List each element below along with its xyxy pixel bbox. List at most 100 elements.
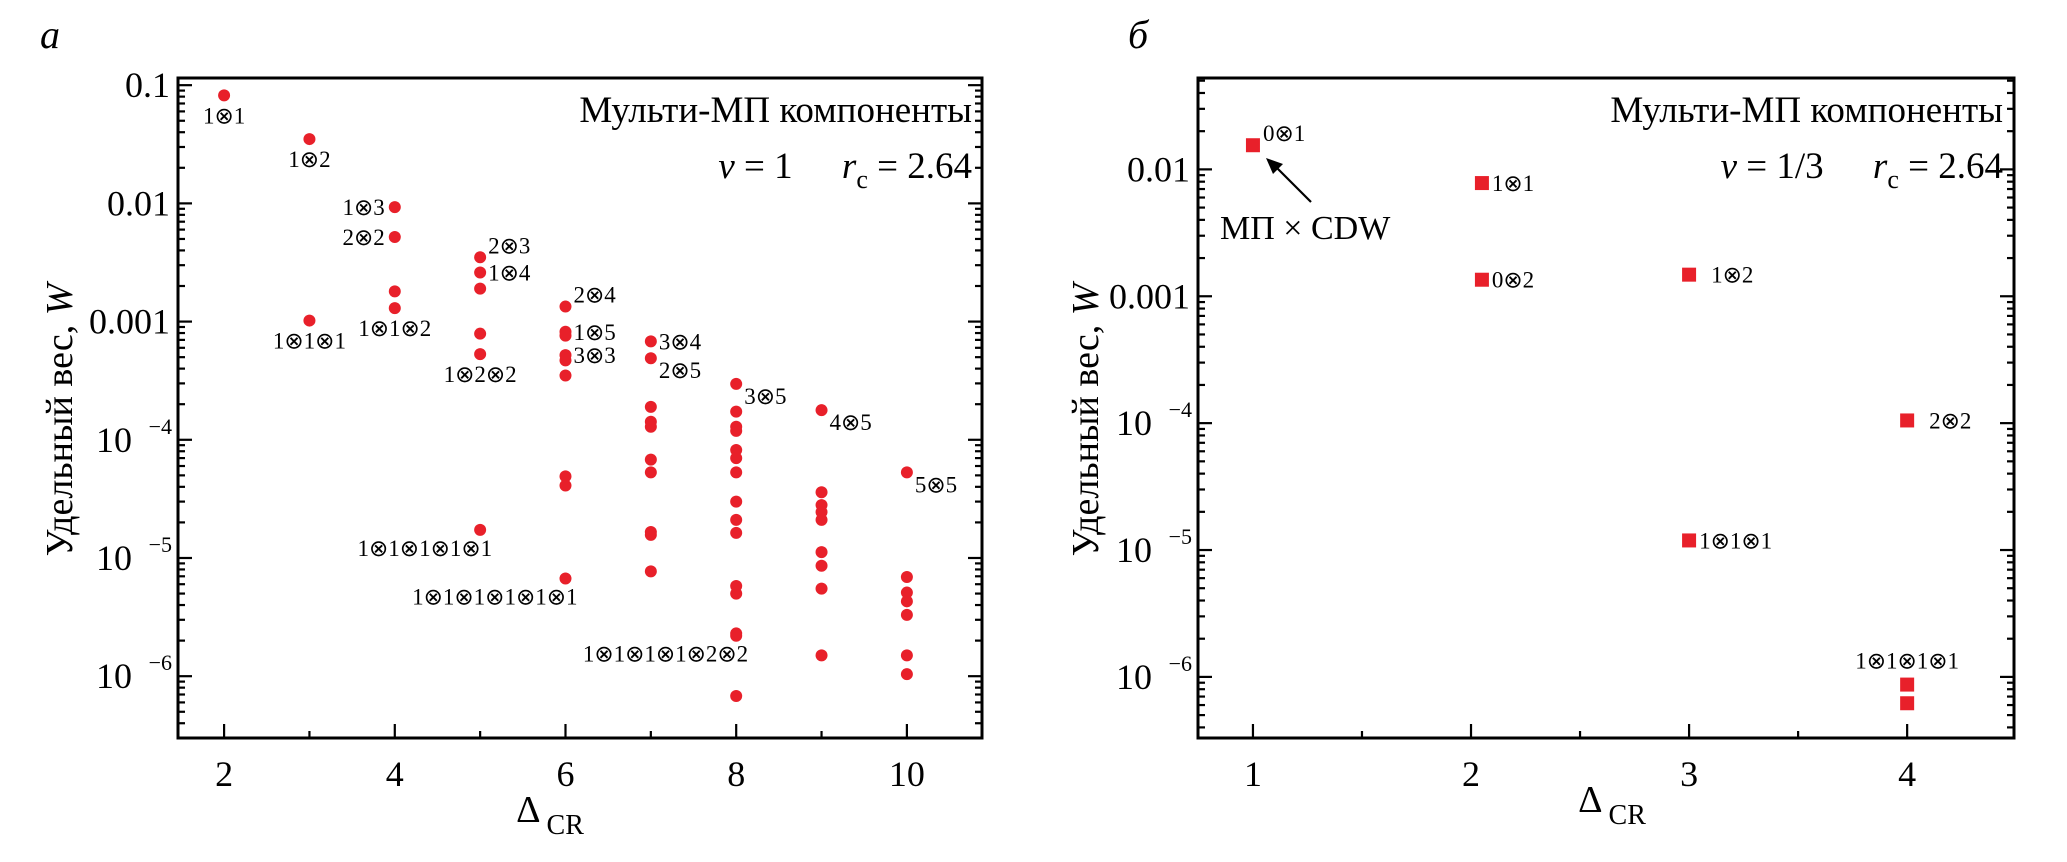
data-point [815, 546, 828, 559]
point-label: 2⊗2 [1929, 408, 1971, 433]
rc-symbol: r [1873, 146, 1888, 187]
point-label: 0⊗1 [1263, 121, 1305, 146]
data-point [559, 329, 572, 342]
data-point [644, 420, 657, 433]
panel-letter-b: б [1128, 12, 1150, 57]
y-tick-base: 10 [1116, 657, 1152, 697]
data-point [1682, 267, 1697, 282]
y-tick-exponent: −5 [1169, 524, 1192, 549]
data-point [388, 285, 401, 298]
rc-eq: = [1899, 146, 1938, 187]
panel-b-ticks: 1 2 3 4 0.01 0.001 10 −4 10 −5 10 −6 [1109, 79, 2014, 794]
panel-a-title: Мульти-МП компоненты [579, 90, 972, 131]
nu-symbol: ν [1721, 146, 1738, 187]
data-point [815, 559, 828, 572]
data-point [1245, 138, 1260, 153]
data-point [730, 377, 743, 390]
xlabel-delta: Δ [516, 789, 540, 831]
panel-a-params: ν = 1 rc = 2.64 [718, 146, 972, 194]
panel-a-points [218, 89, 913, 702]
y-tick-label: 10 [1116, 530, 1152, 570]
point-label: 1⊗2⊗2 [444, 362, 517, 387]
data-point [730, 587, 743, 600]
point-label: 1⊗1 [203, 103, 245, 128]
panel-b-points [1245, 138, 1915, 711]
ylabel-w: W [1065, 280, 1107, 315]
data-point [900, 595, 913, 608]
data-point [900, 668, 913, 681]
y-tick-base: 10 [96, 656, 132, 696]
point-label: 1⊗3 [343, 195, 385, 220]
point-label: 2⊗3 [488, 233, 530, 258]
data-point [900, 586, 913, 599]
y-tick-label: 0.001 [1109, 276, 1190, 316]
data-point [388, 302, 401, 315]
panel-b-xlabel: Δ CR [1578, 779, 1646, 831]
ylabel-w: W [39, 280, 81, 315]
y-tick-exponent: −4 [149, 414, 172, 439]
point-label: 1⊗1⊗1⊗1 [1855, 649, 1959, 674]
data-point [388, 230, 401, 243]
point-label: 2⊗2 [343, 225, 385, 250]
data-point [559, 369, 572, 382]
y-tick-exponent: −6 [1169, 651, 1192, 676]
point-label: 0⊗2 [1492, 268, 1534, 293]
data-point [815, 649, 828, 662]
data-point [730, 629, 743, 642]
point-label: 1⊗1⊗1⊗1⊗2⊗2 [583, 642, 748, 667]
data-point [1900, 413, 1915, 428]
data-point [644, 466, 657, 479]
data-point [644, 528, 657, 541]
panel-a-point-labels: 1⊗1 1⊗2 1⊗1⊗1 1⊗3 2⊗2 1⊗1⊗2 2⊗3 1⊗4 1⊗2⊗2 1⊗1⊗1⊗1… [203, 103, 957, 666]
data-point [218, 89, 231, 102]
data-point [474, 266, 487, 279]
param-gap [833, 146, 842, 187]
y-tick-label: 10 [1116, 403, 1152, 443]
data-point [900, 466, 913, 479]
panel-b-ylabel: Удельный вес, W [1065, 280, 1107, 556]
cdw-arrow [1266, 158, 1312, 203]
point-label: 1⊗1⊗2 [358, 316, 431, 341]
panel-a-xlabel: Δ CR [516, 789, 584, 841]
point-label: 1⊗1⊗1 [1699, 528, 1772, 553]
point-label: 1⊗4 [488, 261, 531, 286]
y-tick-base: 0.1 [125, 65, 170, 105]
rc-value: 2.64 [1938, 146, 2003, 187]
panel-a-frame [176, 76, 984, 740]
data-point [730, 452, 743, 465]
data-point [815, 582, 828, 595]
data-point [815, 513, 828, 526]
panel-b-frame [1196, 76, 2016, 740]
panel-b: б 1 2 3 4 0.01 0.001 10 −4 10 −5 10 −6 0⊗1 1⊗1 0⊗2 1⊗2… [1065, 12, 2016, 831]
cdw-arrow-shaft [1274, 165, 1312, 203]
panel-b-params: ν = 1/3 rc = 2.64 [1721, 146, 2003, 194]
y-tick-label: 0.001 [89, 302, 170, 342]
panel-b-title: Мульти-МП компоненты [1610, 90, 2003, 131]
data-point [559, 572, 572, 585]
panel-a-ylabel: Удельный вес, W [39, 280, 81, 556]
cdw-annotation: МП × CDW [1220, 210, 1391, 247]
param-gap [1864, 146, 1873, 187]
x-tick-label: 2 [1462, 754, 1480, 794]
y-tick-label: 0.01 [1127, 149, 1190, 189]
y-tick-base: 0.01 [107, 183, 170, 223]
y-tick-base: 10 [1116, 530, 1152, 570]
x-tick-label: 2 [215, 754, 233, 794]
nu-eq: = [735, 146, 774, 187]
data-point [559, 354, 572, 367]
data-point [303, 314, 316, 327]
nu-symbol: ν [718, 146, 735, 187]
point-label: 1⊗2 [1711, 263, 1753, 288]
data-point [1682, 533, 1697, 548]
data-point [730, 526, 743, 539]
rc-value: 2.64 [907, 146, 972, 187]
rc-eq: = [868, 146, 907, 187]
y-tick-label: 10 [96, 656, 132, 696]
ylabel-text: Удельный вес, [39, 315, 81, 556]
data-point [644, 335, 657, 348]
data-point [474, 282, 487, 295]
point-label: 1⊗1 [1492, 171, 1534, 196]
point-label: 1⊗1⊗1⊗1⊗1 [358, 536, 493, 561]
